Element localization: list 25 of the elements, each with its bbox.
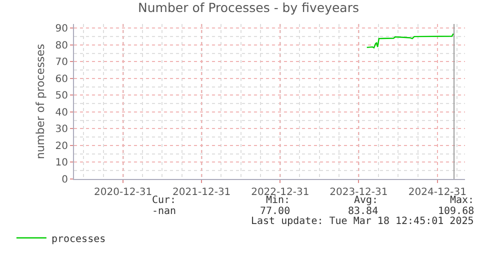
line-series: [366, 33, 454, 48]
y-tick-label: 60: [55, 74, 68, 85]
text: -nan: [152, 206, 176, 217]
x-tick-label: 2021-12-31: [172, 187, 231, 198]
text: 109.68: [438, 206, 474, 217]
text: Last update: Tue Mar 18 12:45:01 2025: [251, 216, 474, 227]
legend-label: processes: [51, 234, 106, 245]
y-tick-label: 80: [55, 40, 68, 52]
y-tick-label: 30: [55, 124, 68, 136]
text: Avg:: [354, 195, 378, 206]
chart-title: Number of Processes - by fiveyears: [138, 0, 359, 15]
text: Cur:: [152, 195, 176, 206]
y-tick-label: 40: [55, 107, 68, 118]
text: 83.84: [348, 206, 378, 217]
y-tick-label: 0: [62, 174, 68, 186]
text: Max:: [450, 195, 474, 206]
y-tick-label: 50: [55, 90, 68, 102]
y-axis-title: number of processes: [34, 44, 47, 160]
x-tick-label: 2020-12-31: [94, 187, 152, 198]
y-tick-label: 90: [55, 24, 68, 35]
text: Min:: [266, 195, 290, 206]
y-tick-label: 70: [55, 57, 68, 68]
text: 77.00: [260, 206, 290, 217]
y-tick-label: 20: [55, 140, 68, 152]
y-tick-label: 10: [55, 158, 68, 169]
